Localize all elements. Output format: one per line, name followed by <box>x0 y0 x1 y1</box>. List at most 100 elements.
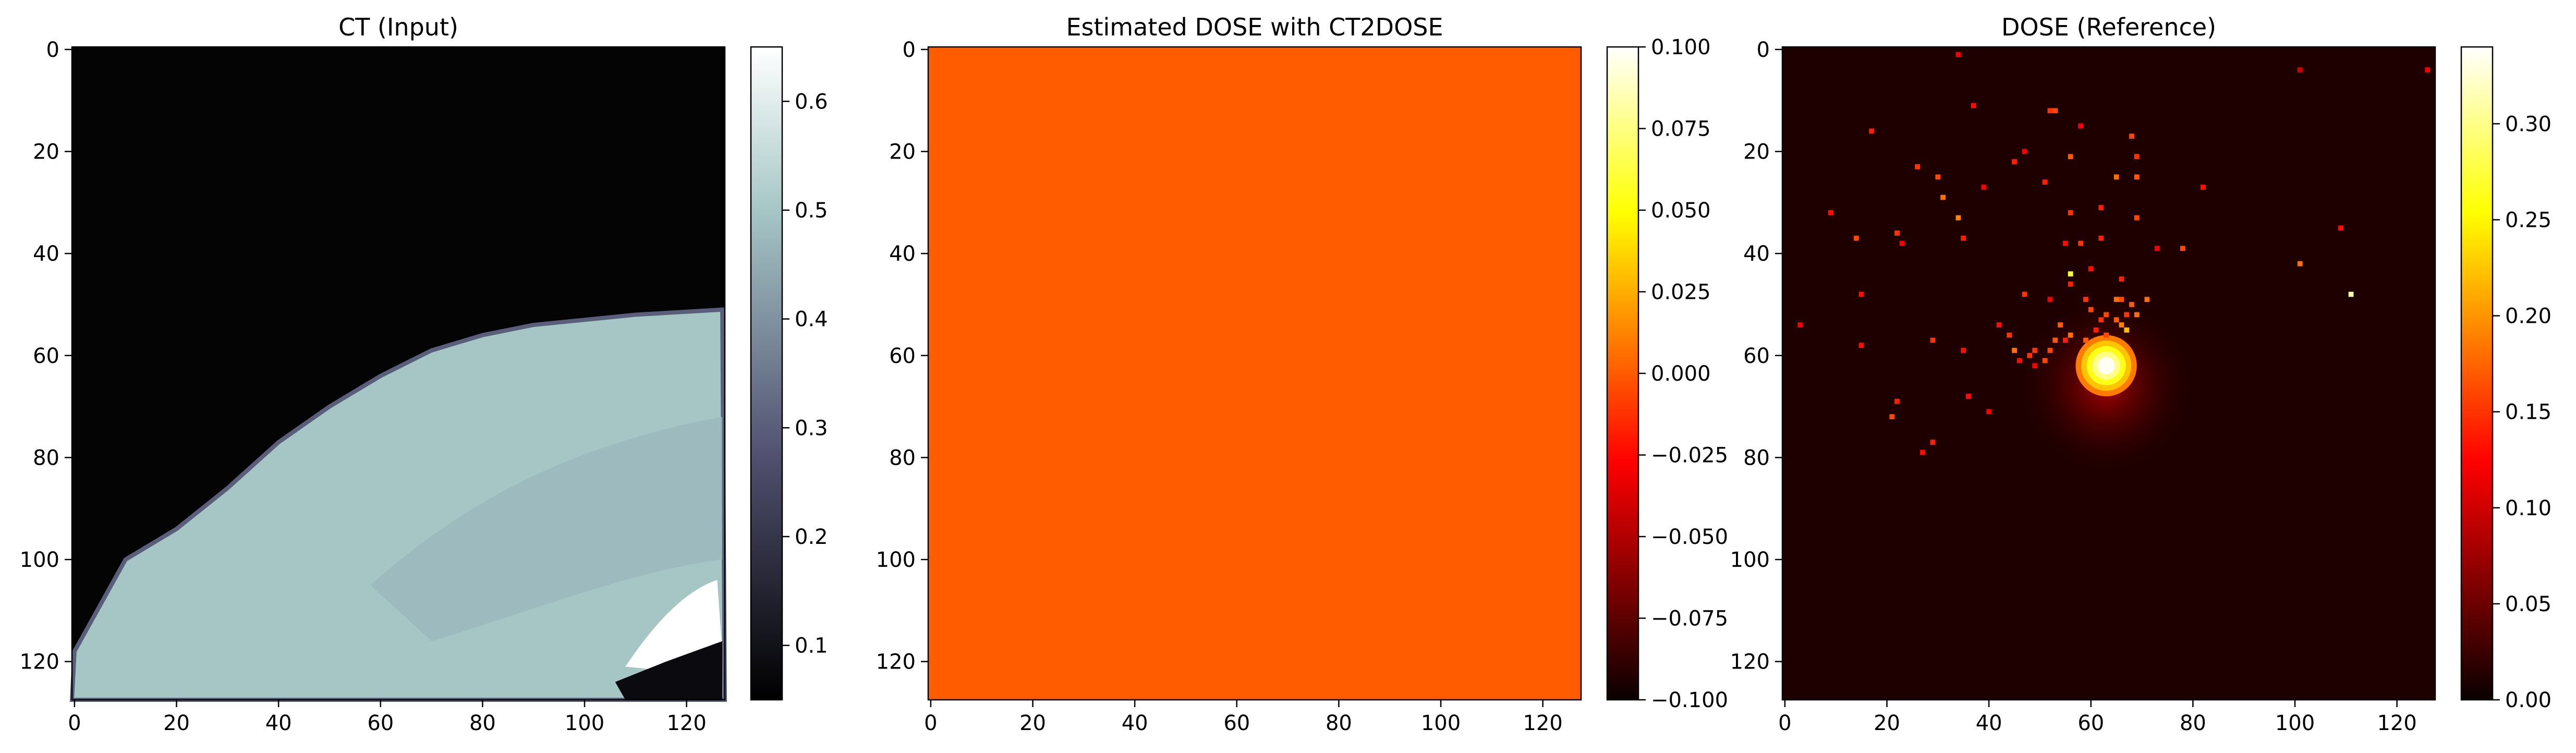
ct-image <box>69 47 727 702</box>
x-tick-label: 80 <box>2180 711 2206 735</box>
dose-voxel <box>2134 312 2140 318</box>
panel-title: CT (Input) <box>338 13 458 41</box>
colorbar-tick-label: 0.05 <box>2505 592 2551 616</box>
x-tick-label: 120 <box>666 711 706 735</box>
y-tick-label: 60 <box>33 344 59 368</box>
dose-voxel <box>2119 276 2124 282</box>
dose-voxel <box>2047 297 2053 302</box>
panel-ct-input: CT (Input) 0 20 40 60 80 100 120 0 20 40 60 80 100 12… <box>20 13 828 735</box>
dose-voxel <box>2088 266 2094 272</box>
x-tick-label: 60 <box>367 711 394 735</box>
dose-voxel <box>2201 185 2206 190</box>
dose-voxel <box>2338 225 2343 231</box>
dose-voxel <box>2134 154 2140 160</box>
axes-frame <box>71 46 726 701</box>
ct-colorbar: 0.1 0.2 0.3 0.4 0.5 0.6 <box>750 46 828 701</box>
dose-voxel <box>2022 292 2027 297</box>
dose-voxel <box>2012 159 2017 164</box>
colorbar-tick-label: −0.050 <box>1651 525 1728 549</box>
dose-voxel <box>1858 292 1864 297</box>
colorbar-gradient <box>750 46 783 701</box>
dose-voxel <box>2052 337 2058 343</box>
ct-axes: 0 20 40 60 80 100 120 0 20 40 60 80 100 120 <box>20 38 726 735</box>
y-tick-label: 20 <box>1743 140 1770 164</box>
axes-frame <box>1781 46 2436 701</box>
x-tick-label: 100 <box>565 711 604 735</box>
x-tick-label: 0 <box>68 711 81 735</box>
x-tick-label: 120 <box>1523 711 1562 735</box>
y-tick-label: 100 <box>1730 548 1770 572</box>
dose-voxel <box>1930 440 1936 445</box>
colorbar-tick-label: 0.3 <box>795 416 828 440</box>
x-tick-label: 60 <box>2077 711 2104 735</box>
y-tick-label: 120 <box>20 650 59 674</box>
panel-reference-dose: DOSE (Reference) 0 20 40 60 80 100 120 0 20 40 60 8… <box>1730 13 2551 735</box>
colorbar-tick-label: 0.6 <box>795 90 828 114</box>
dose-voxel <box>1955 52 1961 57</box>
colorbar-tick-label: 0.10 <box>2505 496 2551 520</box>
x-tick-label: 100 <box>1421 711 1461 735</box>
dose-voxel <box>2348 292 2354 297</box>
colorbar-tick-label: 0.100 <box>1651 35 1711 59</box>
dose-voxel <box>2062 337 2068 343</box>
dose-voxel <box>2119 297 2124 302</box>
y-tick-label: 120 <box>1730 650 1770 674</box>
dose-voxel <box>1930 337 1936 343</box>
colorbar-tick-label: 0.2 <box>795 525 828 549</box>
estimated-dose-field <box>928 47 1581 700</box>
colorbar-tick-label: 0.5 <box>795 199 828 223</box>
dose-voxel <box>1996 322 2002 327</box>
y-tick-label: 100 <box>876 548 916 572</box>
reference-dose-image <box>1782 47 2435 700</box>
dose-voxel <box>2032 363 2038 369</box>
dose-voxel <box>2083 297 2088 302</box>
colorbar-tick-label: 0.30 <box>2505 112 2551 136</box>
dose-voxel <box>2129 302 2134 307</box>
y-tick-label: 60 <box>889 344 916 368</box>
dose-voxel <box>2180 246 2185 251</box>
dose-voxel <box>2007 332 2012 338</box>
dose-voxel <box>2016 358 2022 363</box>
dose-voxel <box>1961 348 1966 353</box>
dose-voxel <box>2068 281 2073 287</box>
colorbar-tick-label: 0.1 <box>795 634 828 658</box>
x-tick-label: 0 <box>1778 711 1791 735</box>
dose-voxel <box>2078 123 2084 129</box>
y-tick-label: 20 <box>889 140 916 164</box>
dose-voxel <box>2022 149 2027 154</box>
dose-voxel <box>2129 133 2134 139</box>
x-tick-label: 20 <box>1874 711 1900 735</box>
colorbar-tick-label: 0.20 <box>2505 305 2551 329</box>
reference-dose-colorbar: 0.00 0.05 0.10 0.15 0.20 0.25 0.30 <box>2460 46 2551 712</box>
panel-estimated-dose: Estimated DOSE with CT2DOSE 0 20 40 60 80 100… <box>876 13 1728 735</box>
dose-voxel <box>2425 67 2431 72</box>
dose-voxel <box>1981 185 1987 190</box>
dose-voxel <box>1869 128 1875 134</box>
dose-voxel <box>1920 450 1925 455</box>
ct-bright-region <box>625 580 723 672</box>
ct-dark-corner <box>615 641 723 700</box>
colorbar-tick-label: 0.00 <box>2505 688 2551 712</box>
dose-voxel <box>1966 394 1971 399</box>
y-tick-label: 40 <box>1743 242 1770 266</box>
colorbar-tick-label: −0.075 <box>1651 607 1728 631</box>
reference-dose-axes: 0 20 40 60 80 100 120 0 20 40 60 80 100 120 <box>1730 38 2436 735</box>
dose-voxel <box>2042 358 2048 363</box>
dose-voxel <box>1961 235 1966 241</box>
dose-voxel <box>2119 322 2124 327</box>
dose-voxel <box>2068 154 2073 160</box>
dose-voxel <box>2098 205 2104 210</box>
dose-voxel <box>1971 103 1976 108</box>
colorbar-tick-label: 0.4 <box>795 308 828 332</box>
estimated-dose-axes: 0 20 40 60 80 100 120 0 20 40 60 80 100 120 <box>876 38 1582 735</box>
estimated-dose-image <box>928 47 1581 700</box>
colorbar-tick-label: 0.075 <box>1651 117 1711 141</box>
colorbar-tick-label: −0.025 <box>1651 444 1728 468</box>
dose-voxel <box>2155 246 2160 251</box>
colorbar-gradient <box>1606 46 1639 701</box>
x-tick-label: 60 <box>1223 711 1250 735</box>
dose-voxel <box>2068 210 2073 215</box>
x-tick-label: 40 <box>1976 711 2002 735</box>
dose-voxel <box>1915 164 1921 169</box>
dose-voxel <box>1858 343 1864 348</box>
